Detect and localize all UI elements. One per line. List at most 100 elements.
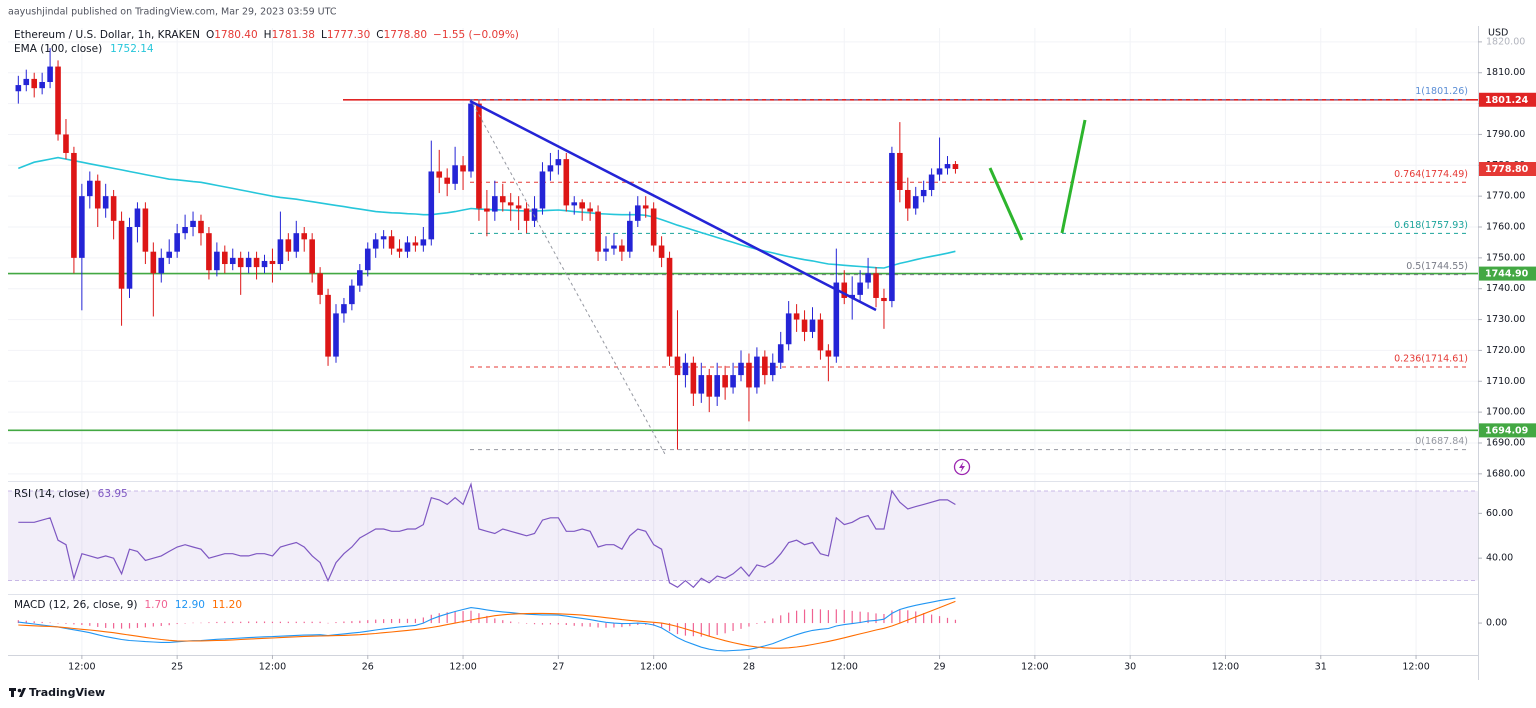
macd-histogram-bar: [462, 611, 464, 624]
candle-body: [785, 313, 792, 345]
macd-histogram-bar: [65, 623, 67, 624]
macd-histogram-bar: [629, 623, 631, 627]
macd-histogram-bar: [33, 621, 35, 624]
x-tick-label: 30: [1124, 662, 1136, 673]
candle-body: [904, 189, 911, 209]
macd-histogram-bar: [756, 623, 758, 624]
macd-histogram-bar: [780, 615, 782, 624]
x-tick-label: 25: [171, 662, 183, 673]
candle-body: [809, 319, 816, 332]
currency: USD: [1488, 28, 1508, 39]
x-tick-label: 12:00: [831, 662, 858, 673]
macd-histogram-bar: [788, 612, 790, 624]
macd-histogram-bar: [811, 608, 814, 624]
candle-body: [777, 344, 784, 363]
candle-body: [682, 362, 689, 376]
macd-histogram-bar: [946, 617, 949, 624]
macd-histogram-bar: [518, 622, 520, 624]
y-tick-label: 1790.00: [1486, 129, 1525, 140]
candle-body: [333, 313, 339, 357]
candle-body: [650, 208, 657, 246]
ohlc-key: L: [321, 29, 327, 41]
candle-body: [198, 220, 204, 234]
candle-body: [63, 134, 69, 153]
x-tick-label: 12:00: [449, 662, 476, 673]
macd-histogram-bar: [676, 623, 679, 635]
trend-line: [469, 99, 877, 312]
macd-histogram-bar: [605, 623, 607, 628]
candle-body: [118, 220, 125, 289]
published-note: aayushjindal published on TradingView.co…: [8, 7, 337, 18]
candle-body: [349, 285, 355, 305]
macd-histogram-bar: [851, 610, 853, 624]
macd-histogram-bar: [208, 622, 210, 624]
brand: TradingView: [29, 686, 105, 699]
macd-histogram-bar: [263, 621, 266, 624]
candle-body: [269, 260, 276, 265]
rsi-name: RSI (14, close): [14, 488, 90, 500]
price-label-box: [1479, 161, 1536, 176]
price-change: −1.55 (−0.09%): [433, 29, 519, 41]
macd-histogram-bar: [613, 623, 615, 628]
x-tick-label: 12:00: [1021, 662, 1048, 673]
candle-body: [436, 171, 443, 178]
macd-histogram-bar: [859, 611, 861, 624]
candle-body: [301, 233, 308, 240]
macd-histogram-bar: [25, 620, 27, 624]
candle-body: [380, 236, 387, 240]
candle-body: [102, 196, 109, 209]
candle-body: [293, 233, 300, 252]
macd-histogram-bar: [772, 618, 774, 624]
candle-body: [47, 66, 53, 82]
candle-body: [762, 356, 768, 376]
alert-icon[interactable]: [953, 458, 971, 476]
candle-body: [881, 297, 887, 302]
legend-row: EMA (100, close) 1752.14: [14, 43, 154, 55]
candle-body: [507, 202, 514, 206]
x-tick-label: 27: [552, 662, 564, 673]
macd-histogram-bar: [557, 623, 559, 625]
y-tick-label: 60.00: [1486, 508, 1513, 519]
macd-histogram-bar: [160, 623, 162, 626]
y-tick-label: 1750.00: [1486, 252, 1525, 263]
x-tick-label: 12:00: [1402, 662, 1429, 673]
candle-body: [476, 103, 482, 209]
macd-histogram-bar: [716, 623, 718, 636]
candle-body: [754, 356, 760, 388]
macd-histogram-bar: [224, 621, 226, 624]
macd-histogram-bar: [541, 623, 544, 625]
macd-histogram-bar: [311, 621, 313, 624]
candle-body: [245, 257, 252, 268]
candle-body: [889, 152, 895, 302]
candle-body: [134, 208, 141, 228]
macd-histogram-bar: [17, 620, 19, 624]
candle-body: [603, 248, 609, 252]
macd-histogram-bar: [621, 623, 623, 628]
macd-histogram-bar: [748, 623, 750, 627]
candle-body: [15, 85, 22, 92]
candle-body: [468, 103, 474, 172]
plot: 12:00 25 12:00 26 12:00 27 12:00 28 12:00 29 12:00…: [8, 36, 1536, 673]
candle-body: [571, 202, 578, 206]
macd-histogram-bar: [732, 623, 734, 631]
candle-body: [833, 282, 840, 357]
macd-histogram-bar: [494, 618, 496, 624]
candle-body: [738, 362, 744, 376]
candle-body: [825, 350, 832, 357]
candle-body: [372, 239, 379, 249]
candle-body: [86, 180, 93, 197]
candle-body: [404, 242, 411, 252]
macd-histogram-bar: [128, 623, 131, 629]
macd-histogram-bar: [573, 623, 575, 626]
candle-body: [182, 227, 188, 234]
candle-body: [460, 165, 466, 172]
macd-histogram-bar: [144, 623, 146, 628]
candle-body: [555, 159, 562, 166]
candle-body: [309, 239, 315, 274]
macd-histogram-bar: [454, 611, 456, 624]
grid: [8, 28, 1478, 655]
fib-label: 0.5(1744.55): [1406, 261, 1468, 272]
x-tick-label: 12:00: [68, 662, 95, 673]
macd-histogram-bar: [637, 623, 639, 625]
